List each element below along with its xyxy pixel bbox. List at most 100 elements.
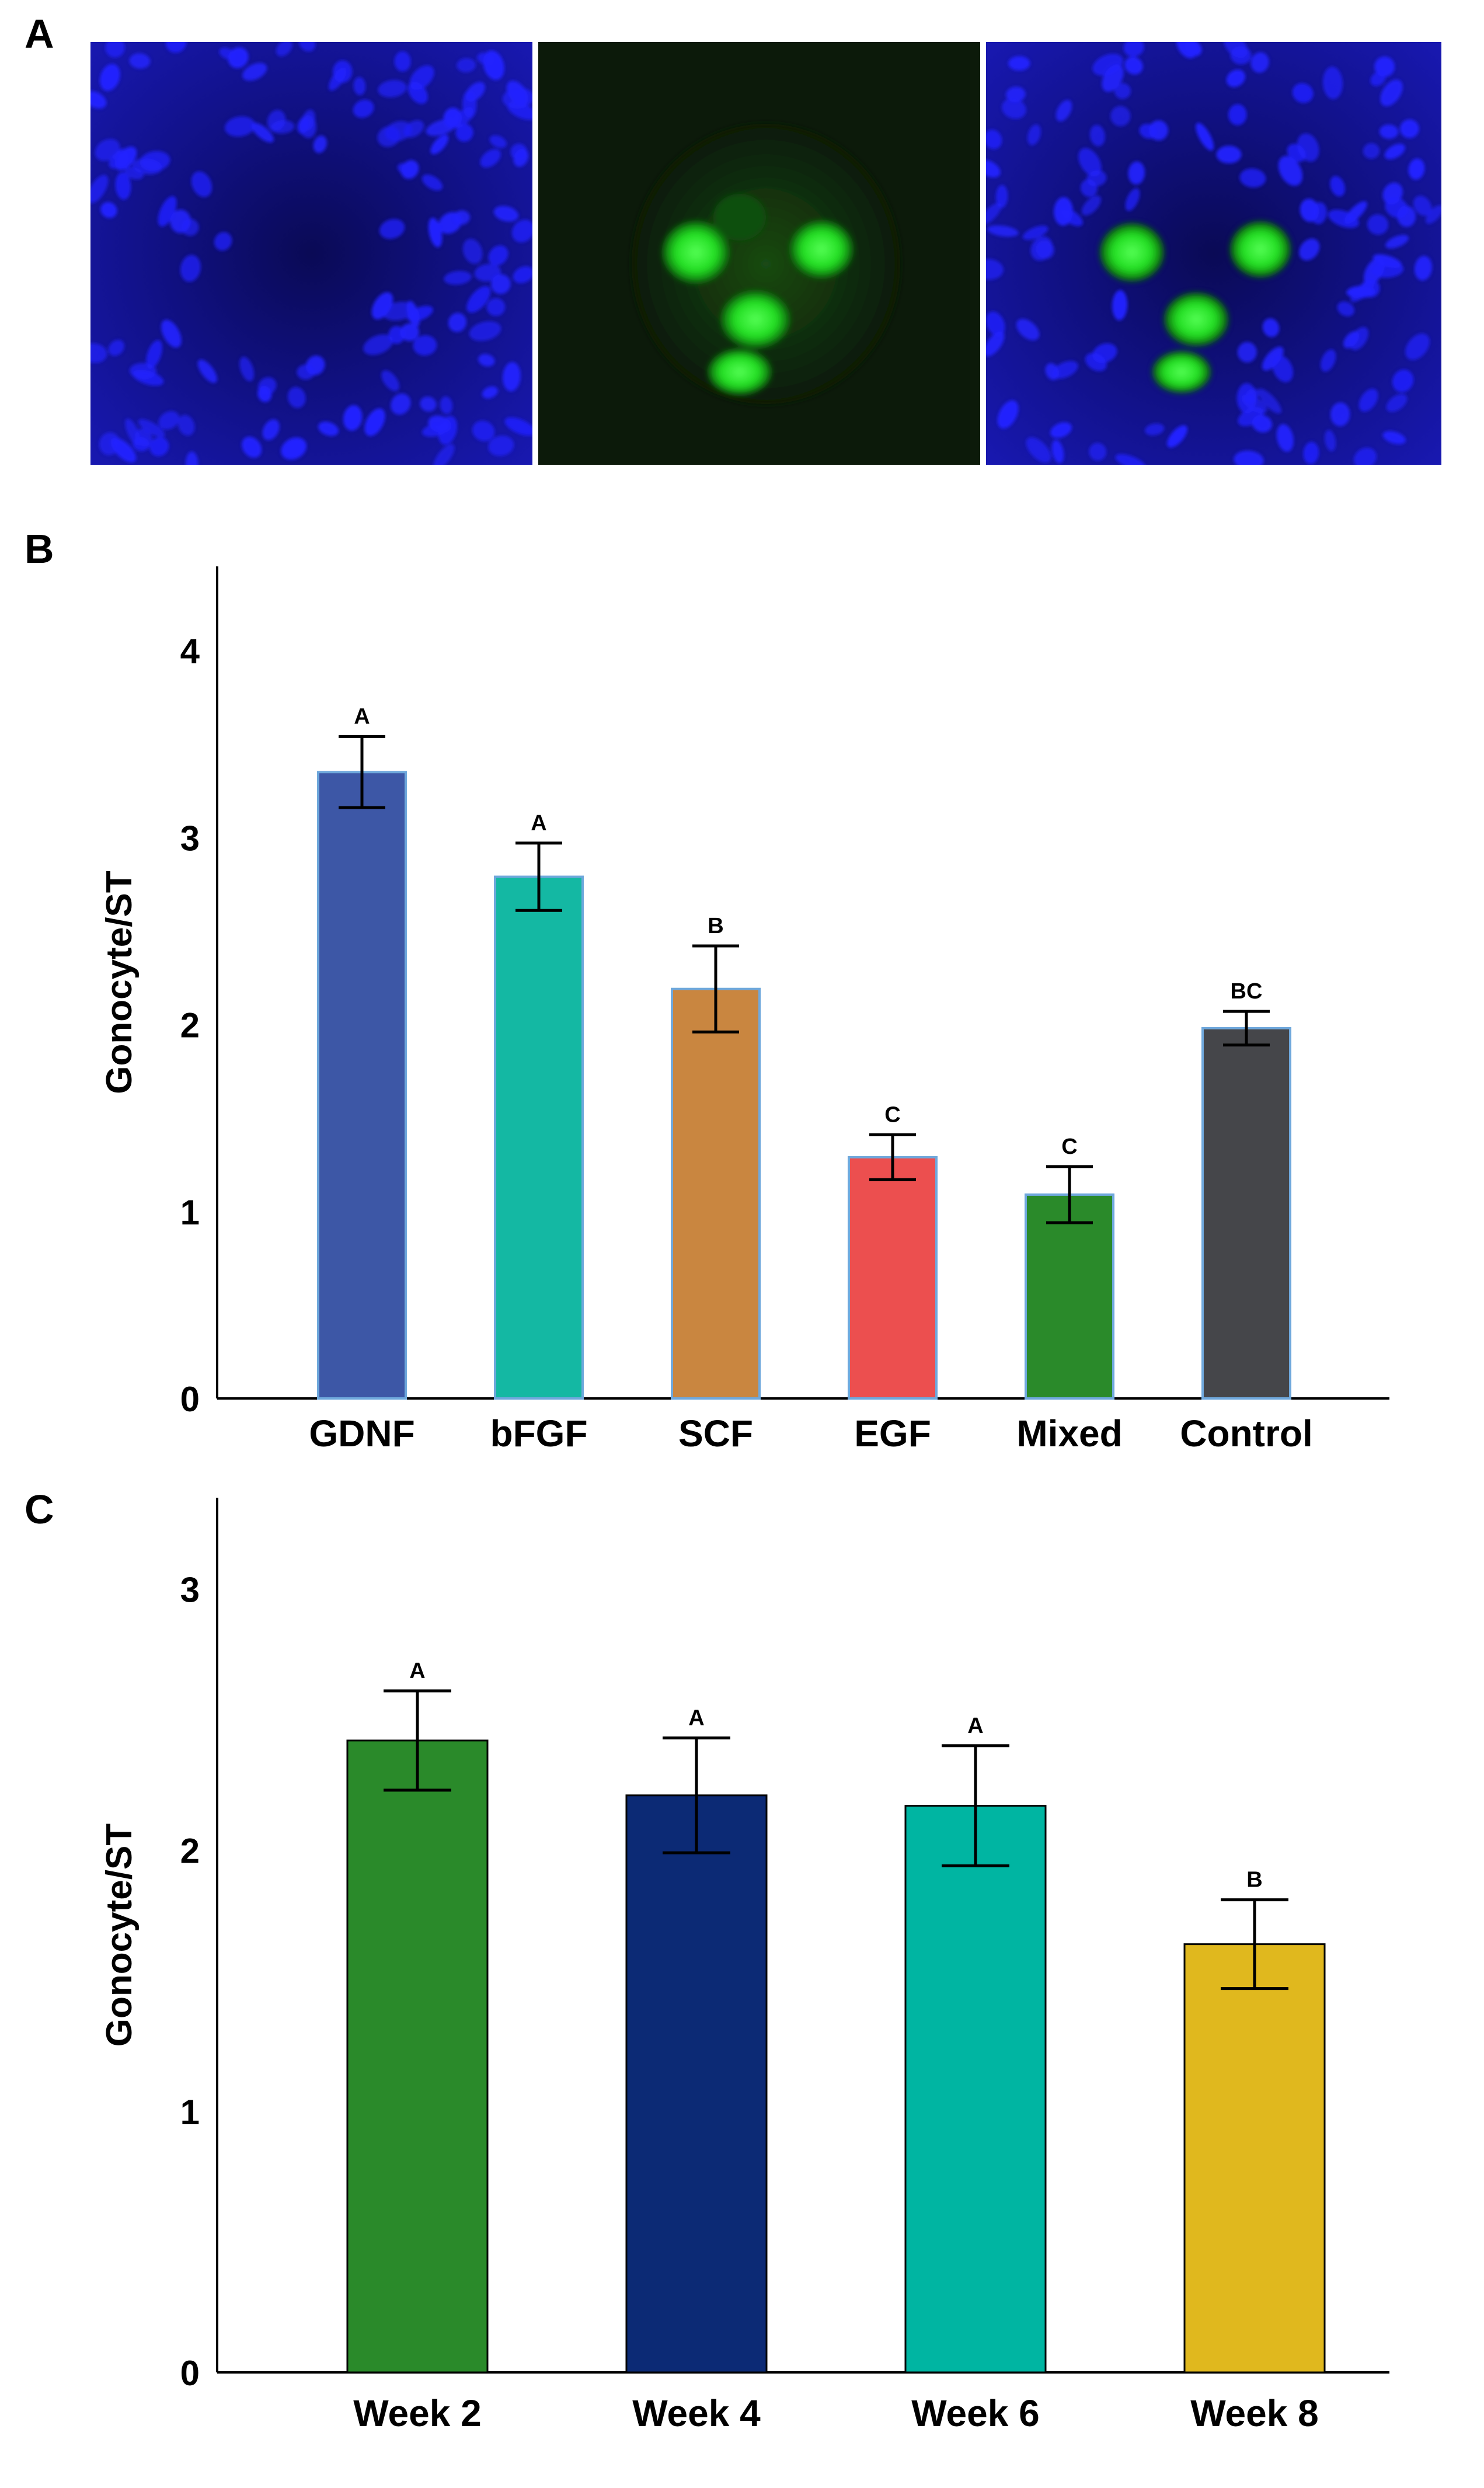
significance-letter: B (1246, 1868, 1262, 1892)
nucleus (1226, 69, 1246, 88)
nucleus (1414, 256, 1432, 281)
nucleus (1008, 56, 1030, 71)
nucleus (1239, 168, 1266, 188)
significance-letter: A (409, 1659, 425, 1683)
nucleus (177, 415, 195, 436)
nucleus (986, 203, 1002, 225)
nucleus (1092, 343, 1117, 363)
y-tick-label: 2 (180, 1006, 200, 1045)
nucleus (1237, 342, 1257, 363)
nucleus (1299, 238, 1320, 261)
nucleus (444, 270, 472, 285)
nucleus (108, 339, 124, 356)
nucleus (1089, 443, 1107, 461)
nucleus (90, 343, 107, 363)
nucleus (1379, 124, 1399, 139)
nucleus (1022, 225, 1048, 240)
nucleus (1262, 318, 1280, 337)
nucleus (364, 408, 385, 436)
nucleus (1110, 106, 1131, 127)
nucleus (1350, 279, 1375, 302)
category-label: bFGF (490, 1412, 587, 1454)
nucleus (1384, 144, 1405, 159)
nucleus (510, 143, 527, 161)
microscopy-image-green (538, 42, 980, 465)
nucleus (125, 418, 141, 446)
bar (848, 1156, 938, 1400)
nucleus (379, 218, 405, 239)
nucleus (1292, 83, 1314, 103)
nucleus (191, 171, 213, 197)
nucleus (281, 437, 307, 460)
panel-label-b: B (25, 526, 54, 572)
significance-letter: A (688, 1706, 704, 1730)
nucleus (214, 232, 232, 251)
nucleus (100, 202, 117, 218)
nucleus (1027, 124, 1041, 145)
nucleus (480, 149, 501, 168)
green-marker-picture (538, 42, 980, 465)
nucleus (466, 286, 491, 313)
nucleus (270, 120, 295, 134)
bar (346, 1739, 489, 2374)
nucleus (1353, 447, 1377, 465)
nucleus (165, 42, 187, 53)
nucleus (239, 356, 255, 382)
nucleus (478, 354, 495, 367)
nucleus (1250, 52, 1269, 73)
nucleus (276, 42, 292, 57)
nucleus (1386, 394, 1408, 412)
nucleus (299, 114, 316, 138)
nucleus (287, 387, 306, 408)
nucleus (455, 123, 473, 142)
nucleus (129, 53, 151, 69)
nucleus (381, 370, 399, 391)
nucleus (488, 435, 514, 457)
significance-letter: A (531, 811, 546, 836)
nucleus (472, 420, 495, 441)
nucleus (353, 99, 374, 118)
bar (494, 875, 584, 1400)
nucleus (110, 437, 137, 463)
category-label: Week 8 (1190, 2392, 1318, 2434)
nucleus (483, 50, 504, 80)
nucleus (488, 245, 508, 266)
nucleus (1196, 123, 1214, 151)
nucleus (1408, 158, 1425, 180)
nucleus (161, 319, 182, 348)
nucleus (490, 274, 511, 294)
nucleus (1092, 53, 1123, 76)
nucleus (1413, 196, 1432, 216)
nucleus (1363, 142, 1380, 159)
bar (1201, 1026, 1291, 1400)
nucleus (133, 370, 164, 386)
nucleus (1234, 450, 1264, 465)
nucleus (1358, 388, 1378, 412)
nucleus (180, 255, 201, 282)
nucleus (1125, 188, 1140, 211)
nucleus (385, 121, 412, 142)
nucleus (1382, 431, 1406, 444)
nucleus (507, 102, 532, 120)
nucleus (115, 172, 131, 200)
nucleus (1278, 155, 1303, 186)
nucleus (1078, 148, 1102, 177)
nucleus (1337, 301, 1355, 316)
nucleus (1328, 209, 1359, 228)
nucleus (1045, 363, 1060, 380)
bar (904, 1805, 1047, 2374)
nucleus (453, 210, 471, 225)
nucleus (90, 91, 107, 109)
nucleus (433, 444, 455, 465)
nucleus (99, 64, 120, 91)
nucleus (224, 116, 256, 137)
nucleus (318, 421, 339, 436)
bar (1183, 1943, 1326, 2374)
nucleus (1276, 424, 1294, 452)
nucleus (1385, 197, 1408, 218)
nucleus (1287, 144, 1306, 162)
nucleus (158, 196, 177, 227)
nucleus (420, 396, 437, 412)
nucleus (1325, 430, 1336, 451)
